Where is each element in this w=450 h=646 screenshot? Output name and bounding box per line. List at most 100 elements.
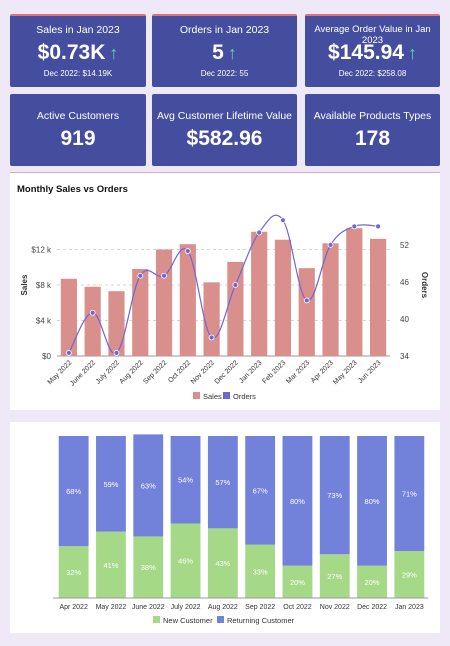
x-tick-label: Oct 2022: [167, 359, 192, 384]
y-axis-label: Sales: [20, 274, 29, 295]
kpi-card-product-types: Available Products Types 178: [305, 94, 440, 166]
data-label: 59%: [103, 480, 118, 489]
kpi-card-aov: Average Order Value in Jan 2023 $145.94 ↑…: [305, 14, 440, 87]
x-tick-label: Feb 2023: [262, 359, 288, 385]
kpi-title: Sales in Jan 2023: [36, 24, 120, 36]
new-customer-segment: [245, 544, 276, 598]
new-customer-segment: [319, 554, 350, 598]
x-tick-label: July 2022: [171, 604, 201, 611]
sales-orders-panel: Monthly Sales vs Orders $0 $4 k $8 k $12 k 3…: [10, 173, 440, 410]
returning-customer-segment: [170, 436, 201, 524]
kpi-title: Available Products Types: [313, 110, 432, 122]
orders-point: [113, 350, 120, 356]
sales-bar: [298, 268, 315, 356]
legend-label-sales: Sales: [203, 392, 222, 401]
legend-label-orders: Orders: [233, 392, 256, 401]
orders-point: [375, 223, 382, 230]
section-divider: [10, 172, 440, 173]
returning-customer-segment: [58, 436, 89, 547]
x-tick-label: Jan 2023: [238, 359, 263, 384]
kpi-card-sales: Sales in Jan 2023 $0.73K ↑ Dec 2022: $14.…: [10, 14, 146, 87]
x-tick-label: Jun 2023: [357, 359, 382, 384]
kpi-card-orders: Orders in Jan 2023 5 ↑ Dec 2022: 55: [152, 14, 297, 87]
kpi-card-active-customers: Active Customers 919: [10, 94, 146, 166]
y-tick-label: $4 k: [36, 317, 52, 326]
new-customer-segment: [96, 531, 126, 598]
x-tick-label: May 2023: [332, 359, 359, 386]
data-label: 68%: [66, 487, 81, 496]
data-label: 20%: [365, 578, 380, 587]
trend-up-icon: ↑: [227, 43, 237, 63]
y-tick-label: $8 k: [36, 281, 52, 290]
orders-point: [232, 282, 239, 288]
x-tick-label: Nov 2022: [320, 604, 350, 611]
orders-point: [89, 309, 96, 316]
orders-line: [68, 214, 379, 354]
returning-customer-segment: [394, 436, 425, 552]
new-customer-segment: [207, 528, 238, 598]
data-label: 63%: [141, 481, 156, 490]
x-tick-label: Sep 2022: [245, 604, 275, 611]
returning-customer-segment: [207, 436, 238, 529]
x-tick-label: Mar 2023: [285, 359, 311, 385]
data-label: 43%: [215, 559, 230, 568]
new-customer-segment: [394, 551, 425, 598]
new-customer-segment: [133, 536, 164, 598]
chart-title: Monthly Sales vs Orders: [17, 184, 128, 195]
x-tick-label: June 2022: [132, 604, 165, 611]
x-tick-label: Apr 2022: [59, 604, 88, 611]
sales-bar: [108, 291, 125, 356]
data-label: 80%: [365, 497, 380, 506]
new-customer-segment: [58, 546, 89, 598]
kpi-value: 178: [354, 127, 391, 150]
y-tick-label: $12 k: [31, 246, 52, 255]
returning-customer-segment: [282, 436, 313, 566]
sales-bar: [227, 261, 244, 356]
kpi-subtitle: Dec 2022: $258.08: [338, 69, 407, 78]
legend-swatch-returning-customer: [217, 616, 224, 623]
sales-bar: [84, 286, 101, 356]
returning-customer-segment: [319, 436, 350, 555]
kpi-value: $582.96: [186, 127, 263, 150]
kpi-value-text: 5: [212, 41, 224, 64]
trend-up-icon: ↑: [109, 43, 119, 63]
sales-bar: [203, 282, 220, 356]
x-tick-label: May 2022: [96, 604, 127, 611]
orders-point: [65, 350, 72, 356]
data-label: 29%: [402, 571, 417, 580]
kpi-card-lifetime-value: Avg Customer Lifetime Value $582.96: [152, 94, 297, 166]
kpi-title: Active Customers: [36, 110, 120, 122]
data-label: 46%: [178, 557, 193, 566]
new-customer-segment: [357, 565, 387, 598]
data-label: 54%: [178, 476, 193, 485]
orders-point: [303, 297, 310, 304]
sales-bar: [370, 238, 387, 356]
kpi-title: Orders in Jan 2023: [179, 24, 270, 36]
returning-customer-segment: [96, 436, 126, 532]
legend-label-new-customer: New Customer: [163, 616, 213, 625]
data-label: 27%: [327, 572, 342, 581]
orders-point: [351, 223, 358, 230]
data-label: 33%: [253, 567, 268, 576]
y-tick-label: $0: [42, 352, 51, 361]
kpi-subtitle: Dec 2022: 55: [200, 69, 249, 78]
orders-point: [327, 241, 334, 248]
x-tick-label: Dec 2022: [357, 604, 387, 611]
customer-mix-chart: 32% 68% Apr 2022 41% 59% May 2022 38% 63% June 2…: [53, 434, 428, 625]
returning-customer-segment: [357, 436, 387, 566]
data-label: 38%: [141, 563, 156, 572]
x-tick-label: Nov 2022: [190, 359, 216, 385]
kpi-value: $145.94 ↑: [305, 41, 440, 65]
orders-point: [280, 217, 286, 224]
data-label: 71%: [402, 490, 417, 499]
sales-bar: [132, 269, 149, 356]
new-customer-segment: [282, 565, 313, 598]
sales-bar: [179, 244, 196, 356]
sales-bar: [346, 228, 363, 356]
data-label: 32%: [66, 568, 81, 577]
sales-bar: [155, 249, 173, 356]
x-tick-label: July 2022: [95, 359, 121, 385]
data-label: 20%: [290, 578, 305, 587]
legend-label-returning-customer: Returning Customer: [227, 616, 295, 625]
y2-axis-label: Orders: [420, 272, 429, 299]
